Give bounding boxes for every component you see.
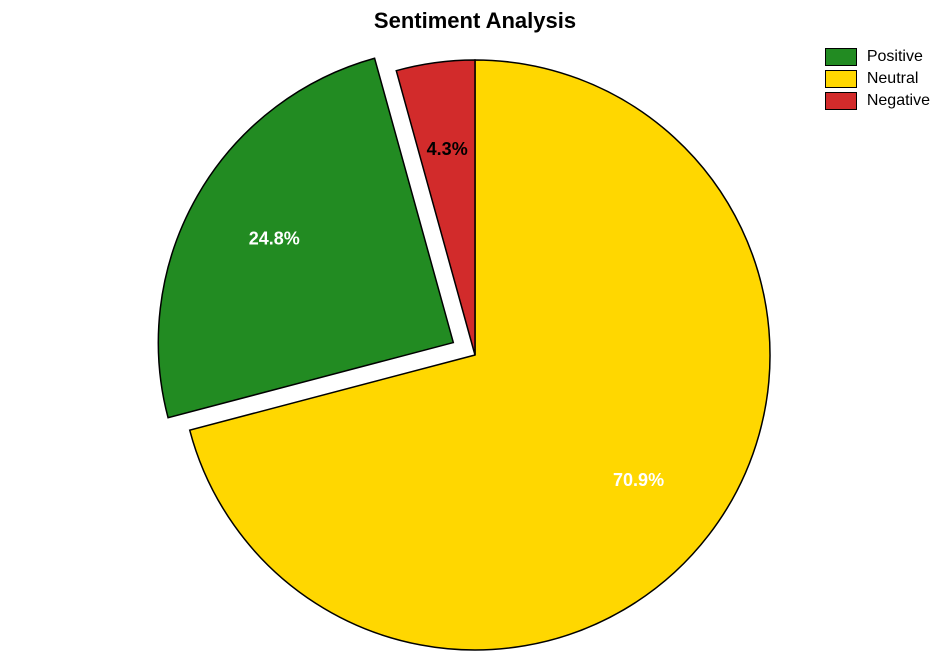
legend-item-negative: Negative [825,92,930,110]
legend-label: Positive [867,48,923,66]
legend-label: Negative [867,92,930,110]
pie-slice-label-negative: 4.3% [427,139,468,159]
pie-slice-label-positive: 24.8% [249,228,300,248]
legend: Positive Neutral Negative [825,48,930,114]
legend-swatch [825,70,857,88]
legend-swatch [825,92,857,110]
legend-item-positive: Positive [825,48,930,66]
pie-slice-label-neutral: 70.9% [613,470,664,490]
pie-svg: 70.9% 24.8% 4.3% [0,0,950,662]
legend-item-neutral: Neutral [825,70,930,88]
sentiment-pie-chart: Sentiment Analysis 70.9%24.8%4.3% Positi… [0,0,950,662]
legend-label: Neutral [867,70,919,88]
legend-swatch [825,48,857,66]
